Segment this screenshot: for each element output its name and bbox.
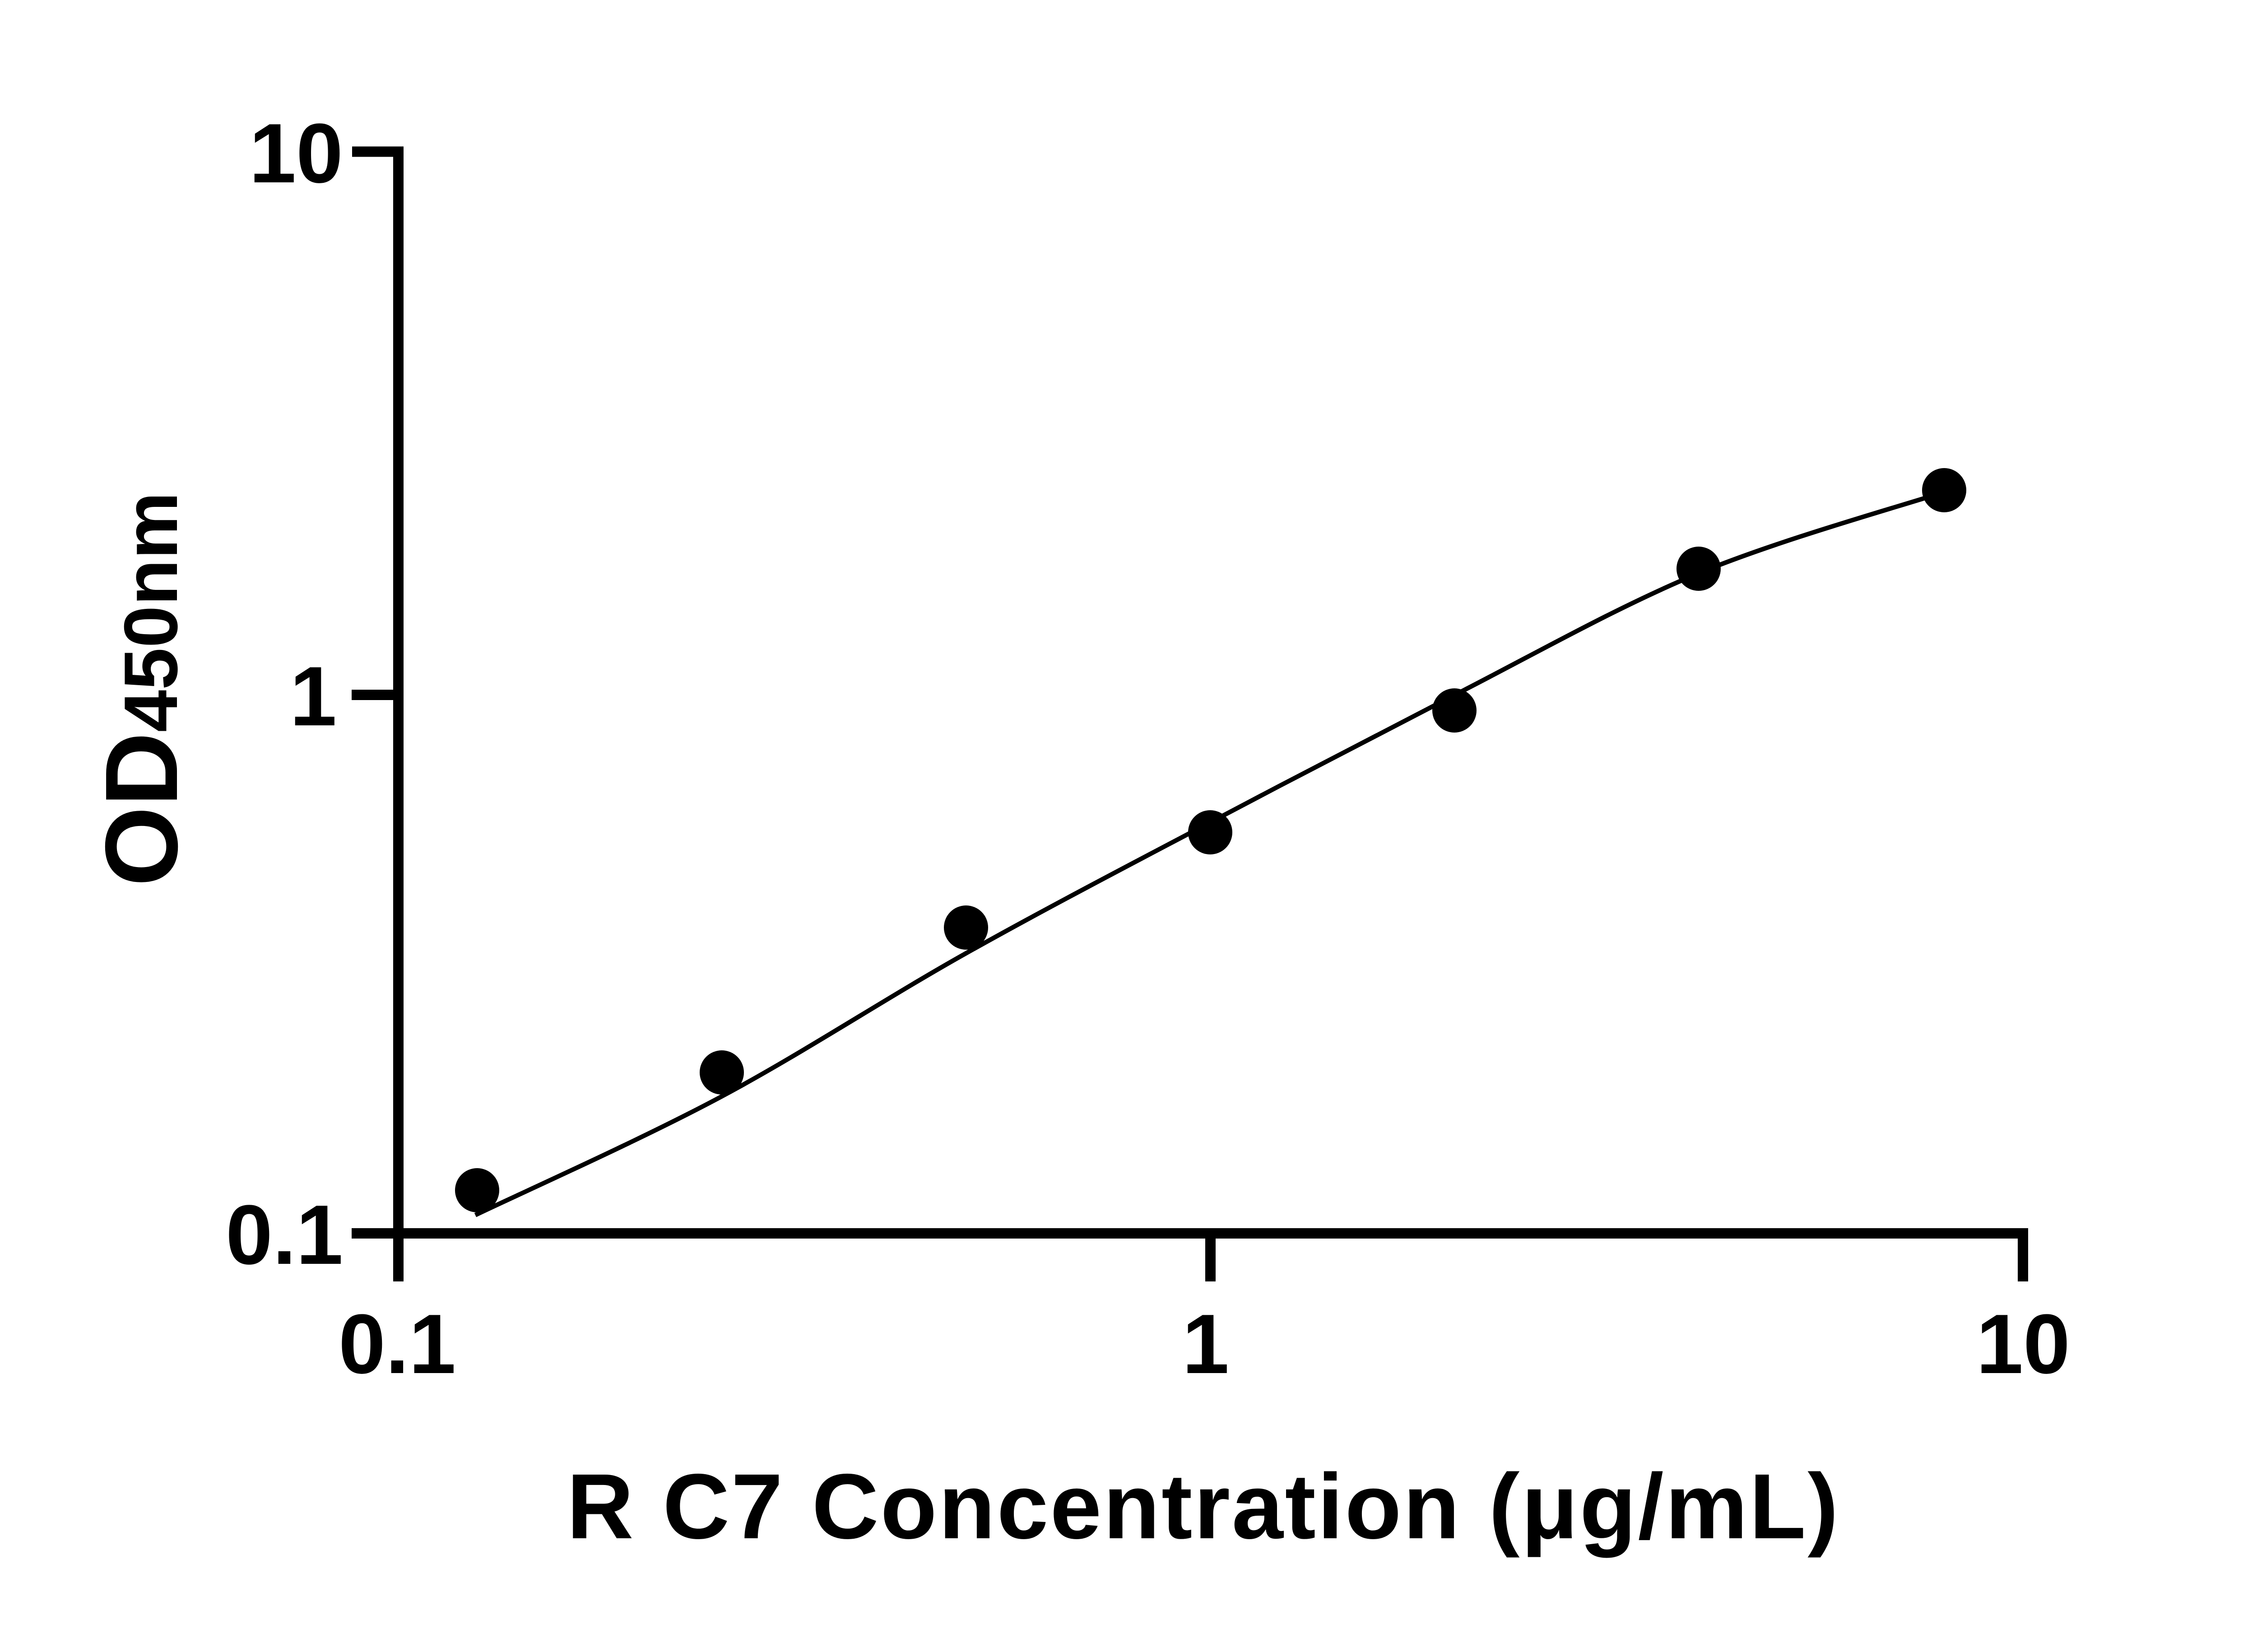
- svg-text:R C7 Concentration (μg/mL): R C7 Concentration (μg/mL): [567, 1455, 1840, 1558]
- svg-text:0.1: 0.1: [339, 1297, 456, 1391]
- svg-text:OD450nm: OD450nm: [84, 492, 199, 886]
- svg-text:1: 1: [1182, 1297, 1229, 1391]
- svg-text:10: 10: [1976, 1297, 2070, 1391]
- svg-text:1: 1: [290, 649, 337, 743]
- svg-text:10: 10: [249, 106, 343, 200]
- svg-text:0.1: 0.1: [226, 1188, 343, 1282]
